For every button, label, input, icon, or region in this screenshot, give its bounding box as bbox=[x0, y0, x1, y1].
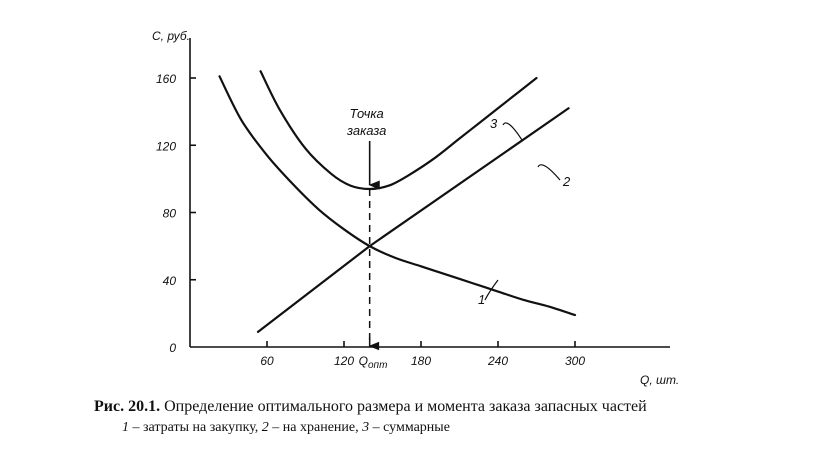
series-2-leader bbox=[537, 164, 561, 181]
series-3-line bbox=[259, 70, 538, 191]
caption-prefix: Рис. 20.1. bbox=[94, 398, 161, 415]
series-2-label: 2 bbox=[562, 174, 571, 189]
ticks: 0 40 80 120 160 60 120 180 240 300 Qопт bbox=[156, 72, 585, 371]
chart: C, руб. Q, шт. 0 40 80 120 160 60 120 180 240 300 Q… bbox=[152, 29, 679, 387]
series bbox=[218, 70, 577, 333]
legend-num-2: 2 bbox=[261, 420, 269, 435]
y-tick-label-40: 40 bbox=[163, 274, 177, 288]
series-3-label: 3 bbox=[490, 116, 498, 131]
series-2-line bbox=[256, 107, 570, 333]
legend-text-2: – на хранение, bbox=[268, 420, 363, 435]
y-axis-label: C, руб. bbox=[152, 29, 190, 43]
figure-caption: Рис. 20.1. Определение оптимального разм… bbox=[94, 398, 647, 416]
series-3-leader bbox=[502, 122, 523, 141]
x-tick-label-60: 60 bbox=[260, 354, 274, 368]
q-opt-label: Qопт bbox=[359, 354, 388, 371]
y-tick-label-80: 80 bbox=[163, 207, 177, 221]
caption-title: Определение оптимального размера и момен… bbox=[164, 398, 647, 415]
legend-num-1: 1 bbox=[122, 420, 129, 435]
x-tick-label-120: 120 bbox=[334, 354, 354, 368]
legend-num-3: 3 bbox=[362, 420, 370, 435]
legend-text-1: – затраты на закупку, bbox=[129, 420, 262, 435]
y-tick-label-160: 160 bbox=[156, 72, 176, 86]
y-tick-label-0: 0 bbox=[169, 341, 176, 355]
caption-legend: 1 – затраты на закупку, 2 – на хранение,… bbox=[122, 420, 450, 436]
series-1-leader bbox=[484, 279, 499, 301]
x-tick-label-180: 180 bbox=[411, 354, 431, 368]
x-tick-label-240: 240 bbox=[487, 354, 508, 368]
x-axis-label: Q, шт. bbox=[640, 373, 679, 387]
legend-text-3: – суммарные bbox=[369, 420, 450, 435]
axes: C, руб. Q, шт. bbox=[152, 29, 679, 387]
series-1-label: 1 bbox=[478, 292, 485, 307]
x-tick-label-300: 300 bbox=[565, 354, 585, 368]
annotations: 1 2 3 Точка заказа bbox=[346, 106, 571, 351]
y-tick-label-120: 120 bbox=[156, 139, 176, 153]
series-1-line bbox=[218, 75, 577, 317]
annotation-line-1: Точка bbox=[350, 106, 384, 121]
annotation-line-2: заказа bbox=[346, 123, 386, 138]
